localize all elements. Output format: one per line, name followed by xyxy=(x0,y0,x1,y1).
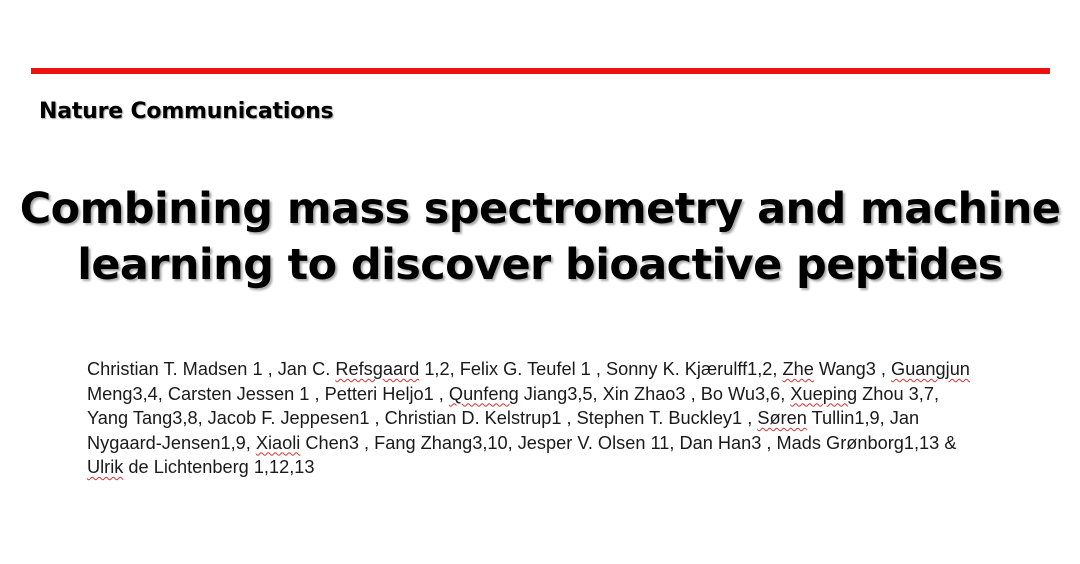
author-text: Tullin1,9, Jan xyxy=(806,408,920,428)
spellcheck-flagged-name: Søren xyxy=(757,408,807,428)
author-text: Zhou 3,7, xyxy=(857,383,939,404)
spellcheck-flagged-name: Refsgaard xyxy=(335,359,420,379)
author-text: 1,2, Felix G. Teufel 1 , Sonny K. Kjærul… xyxy=(419,359,783,379)
article-title: Combining mass spectrometry and machine … xyxy=(0,181,1080,293)
author-line: Ulrik de Lichtenberg 1,12,13 xyxy=(87,455,1047,480)
spellcheck-flagged-name: Qunfeng xyxy=(448,383,519,404)
author-text: Yang Tang3,8, Jacob F. Jeppesen1 , Chris… xyxy=(87,408,758,428)
author-line: Nygaard-Jensen1,9, Xiaoli Chen3 , Fang Z… xyxy=(87,431,1047,456)
author-text: Chen3 , Fang Zhang3,10, Jesper V. Olsen … xyxy=(300,432,957,453)
author-text: de Lichtenberg 1,12,13 xyxy=(123,457,315,477)
author-text: Wang3 , xyxy=(813,359,892,379)
article-title-line: learning to discover bioactive peptides xyxy=(77,240,1003,290)
top-divider-line xyxy=(31,68,1050,74)
author-text: Nygaard-Jensen1,9, xyxy=(87,432,256,453)
spellcheck-flagged-name: Ulrik xyxy=(87,457,124,477)
spellcheck-flagged-name: Xueping xyxy=(790,383,858,404)
spellcheck-flagged-name: Xiaoli xyxy=(255,432,301,453)
author-text: Meng3,4, Carsten Jessen 1 , Petteri Helj… xyxy=(87,383,449,404)
author-line: Christian T. Madsen 1 , Jan C. Refsgaard… xyxy=(87,357,1047,382)
author-line: Yang Tang3,8, Jacob F. Jeppesen1 , Chris… xyxy=(87,406,1047,431)
author-list: Christian T. Madsen 1 , Jan C. Refsgaard… xyxy=(87,357,1047,480)
spellcheck-flagged-name: Zhe xyxy=(782,359,814,379)
article-title-line: Combining mass spectrometry and machine xyxy=(19,184,1061,234)
author-line: Meng3,4, Carsten Jessen 1 , Petteri Helj… xyxy=(87,382,1047,407)
spellcheck-flagged-name: Guangjun xyxy=(891,359,970,379)
author-text: Jiang3,5, Xin Zhao3 , Bo Wu3,6, xyxy=(518,383,791,404)
author-text: Christian T. Madsen 1 , Jan C. xyxy=(87,359,336,379)
journal-name: Nature Communications xyxy=(39,99,334,124)
